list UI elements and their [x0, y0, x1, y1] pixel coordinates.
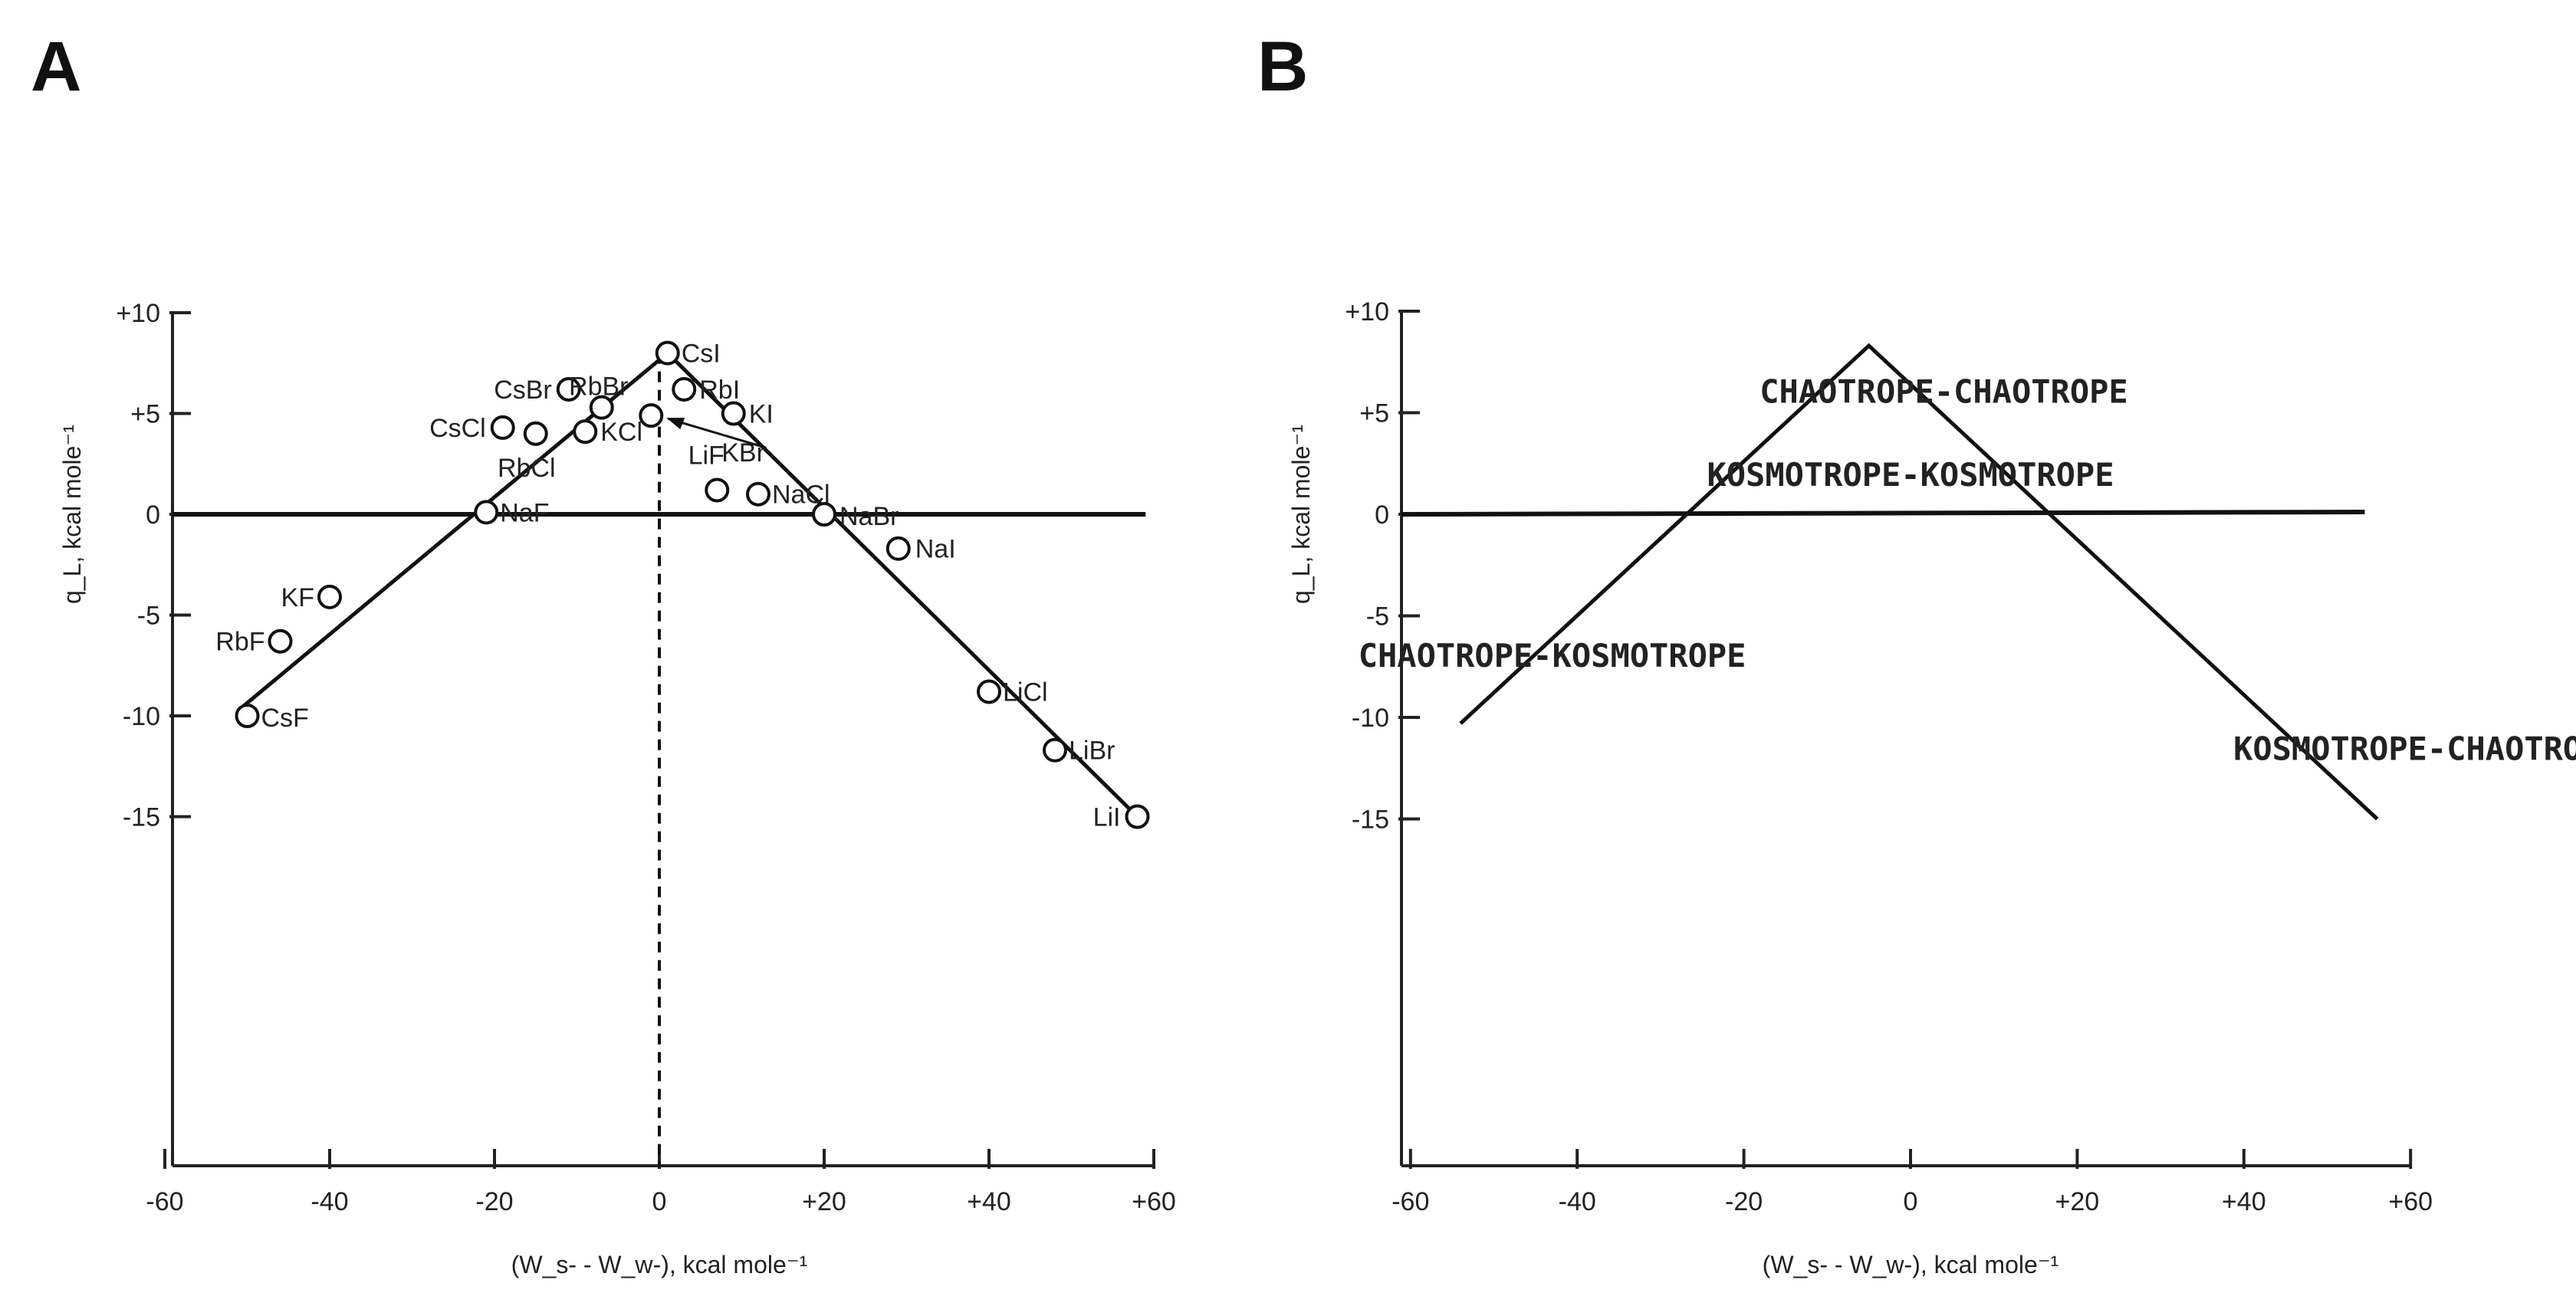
series-line [1459, 343, 2379, 821]
data-point-rbcl [523, 421, 548, 446]
data-point-libr [1043, 737, 1067, 763]
y-tick-label: +5 [1359, 399, 1389, 428]
x-axis-title: (W_s- - W_w-), kcal mole⁻¹ [1763, 1251, 2059, 1278]
x-tick-label: +40 [2222, 1187, 2266, 1216]
point-label-lii: LiI [1093, 803, 1121, 832]
panel-a: A +10 +5 0 -5 -10 -15 -60 -40 -20 0 +20 +40 +60 (W_s-… [31, 28, 1176, 1278]
point-label-csf: CsF [261, 704, 309, 733]
point-label-nai: NaI [915, 535, 956, 564]
y-tick-label: 0 [146, 500, 160, 530]
y-tick-label: -5 [1366, 602, 1389, 632]
y-tick-label: -15 [123, 803, 160, 832]
data-point-csi [655, 340, 680, 366]
data-point-kcl [573, 419, 598, 445]
data-point-nabr [812, 502, 836, 527]
point-label-rbi: RbI [699, 376, 740, 405]
panel-letter-b: B [1257, 28, 1308, 106]
region-label-chaotrope-kosmotrope: CHAOTROPE-KOSMOTROPE [1359, 637, 1746, 674]
data-point-nacl [746, 481, 770, 507]
data-point-kf [317, 584, 342, 609]
x-tick-label: +20 [802, 1187, 846, 1216]
region-label-chaotrope-chaotrope: CHAOTROPE-CHAOTROPE [1760, 372, 2128, 410]
point-label-kcl: KCl [600, 418, 642, 447]
region-label-kosmotrope-kosmotrope: KOSMOTROPE-KOSMOTROPE [1707, 456, 2114, 494]
data-point-csbr [556, 376, 581, 402]
data-point-csf [235, 704, 260, 728]
point-label-csbr: CsBr [494, 376, 552, 405]
kbr-arrow-line [667, 417, 767, 449]
series-line [238, 350, 1139, 819]
data-point-naf [474, 500, 499, 525]
y-axis-title: q_L, kcal mole⁻¹ [58, 425, 86, 604]
panel-b: B +10 +5 0 -5 -10 -15 -60 -40 -20 0 +20 +40 +60 (W_s-… [1257, 28, 2576, 1278]
data-point-kbr [639, 403, 664, 428]
data-point-rbi [672, 376, 697, 402]
point-label-kf: KF [281, 583, 314, 612]
y-tick-label: -5 [137, 602, 160, 631]
point-label-rbf: RbF [215, 628, 264, 657]
x-tick-label: +60 [1132, 1187, 1176, 1216]
y-tick-label: -15 [1352, 806, 1389, 835]
panel-letter-a: A [31, 28, 81, 106]
x-tick-label: +60 [2388, 1187, 2433, 1216]
x-tick-label: 0 [1904, 1187, 1918, 1216]
x-tick-label: -40 [310, 1187, 348, 1216]
point-label-csi: CsI [682, 340, 721, 369]
point-label-naf: NaF [500, 498, 549, 527]
y-tick-label: 0 [1375, 500, 1389, 530]
point-label-ki: KI [749, 400, 774, 429]
point-label-rbbr: RbBr [569, 372, 628, 402]
point-label-kbr: KBr [721, 438, 765, 468]
x-tick-label: -20 [1725, 1187, 1763, 1216]
data-point-lii [1125, 804, 1150, 829]
y-tick-label: -10 [1352, 704, 1389, 733]
x-tick-label: +40 [967, 1187, 1011, 1216]
kbr-arrow-head [666, 418, 685, 430]
data-point-licl [977, 679, 1001, 704]
x-tick-label: -20 [475, 1187, 513, 1216]
zero-line [1401, 510, 2365, 517]
point-label-nabr: NaBr [840, 502, 899, 531]
region-label-kosmotrope-chaotrope: KOSMOTROPE-CHAOTROPE [2233, 730, 2576, 768]
y-tick-label: +10 [1345, 297, 1389, 327]
x-tick-label: -40 [1559, 1187, 1596, 1216]
data-point-rbf [268, 628, 293, 654]
data-point-ki [721, 401, 746, 426]
data-point-rbbr [589, 395, 614, 420]
x-tick-label: +20 [2055, 1187, 2100, 1216]
y-tick-label: -10 [123, 702, 160, 731]
data-point-nai [886, 536, 911, 561]
point-label-lif: LiF [688, 441, 724, 470]
y-axis-title: q_L, kcal mole⁻¹ [1287, 425, 1315, 604]
point-label-libr: LiBr [1069, 737, 1115, 766]
y-tick-label: +5 [130, 400, 160, 429]
x-tick-label: -60 [1392, 1187, 1429, 1216]
point-label-licl: LiCl [1003, 678, 1048, 707]
point-label-rbcl: RbCl [498, 454, 556, 483]
y-tick-label: +10 [116, 299, 160, 328]
point-label-cscl: CsCl [429, 414, 486, 443]
data-point-cscl [490, 415, 515, 440]
x-axis-title: (W_s- - W_w-), kcal mole⁻¹ [511, 1251, 808, 1278]
x-tick-label: -60 [146, 1187, 183, 1216]
data-point-lif [705, 478, 730, 503]
x-tick-label: 0 [652, 1187, 667, 1216]
